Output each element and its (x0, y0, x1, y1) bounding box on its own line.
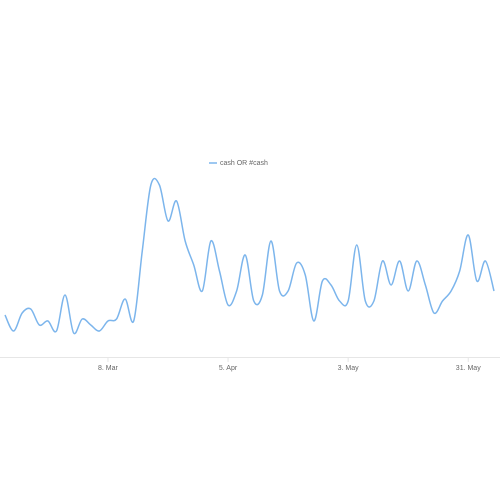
x-tick-label: 31. May (456, 365, 481, 372)
x-tick-label: 5. Apr (219, 365, 238, 372)
legend-label: cash OR #cash (220, 160, 268, 167)
line (4, 177, 495, 335)
x-tick-label: 8. Mar (98, 365, 119, 372)
x-tick-label: 3. May (338, 365, 360, 372)
